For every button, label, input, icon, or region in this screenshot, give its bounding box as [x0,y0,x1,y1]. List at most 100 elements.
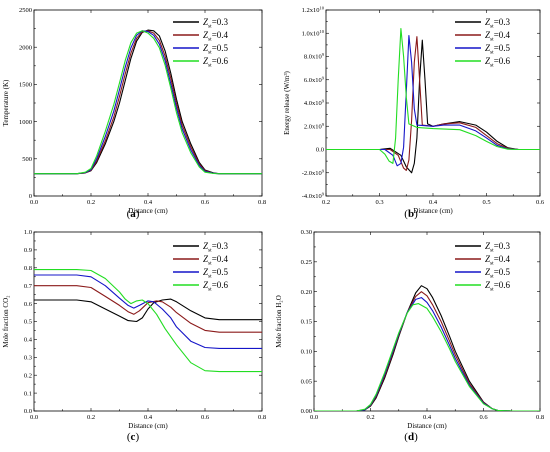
y-tick-label: 8.0x109 [304,52,325,61]
y-tick-label: -2.0x109 [302,168,325,177]
legend-label: Zst=0.4 [203,254,229,267]
y-tick-label: 0.05 [301,378,312,385]
y-tick-label: 0.0 [316,147,324,154]
x-tick-label: 0.0 [310,414,318,421]
x-tick-label: 0.6 [201,199,210,206]
legend-label: Zst=0.4 [485,30,511,43]
series-line-3 [326,28,540,164]
x-tick-label: 0.4 [423,414,432,421]
y-tick-label: 1.0x1010 [302,29,325,38]
y-tick-label: 0.25 [301,259,312,266]
x-tick-label: 0.8 [536,414,544,421]
y-tick-label: 4.0x109 [304,99,325,108]
x-tick-label: 0.2 [366,414,374,421]
y-tick-label: 0.10 [301,349,312,356]
y-tick-label: 0.30 [301,229,312,236]
x-tick-label: 0.6 [201,414,210,421]
series-line-2 [34,30,262,175]
x-tick-label: 0.5 [482,199,490,206]
panel-label: (d) [404,431,418,443]
legend-label: Zst=0.5 [485,267,511,280]
y-tick-label: 1.0 [24,229,32,236]
x-axis-title: Distance (cm) [128,207,168,215]
legend-label: Zst=0.6 [485,56,511,69]
series-line-1 [34,30,262,175]
legend-label: Zst=0.4 [485,254,511,267]
y-tick-label: 0.9 [24,247,32,254]
series-line-2 [326,35,540,167]
y-tick-label: 0.4 [24,337,33,344]
series-line-0 [326,39,540,174]
legend-label: Zst=0.3 [203,241,229,254]
series-line-1 [314,291,540,411]
series-line-2 [314,297,540,411]
y-tick-label: 0.2 [24,372,32,379]
x-tick-label: 0.3 [375,199,383,206]
y-tick-label: 0.00 [301,408,312,415]
y-tick-label: 6.0x109 [304,75,325,84]
chart-panel-2: 0.0 0.2 0.4 0.6 0.8 0.0 0.1 0.2 0.3 0.4 0.5 0.6 0.7 0… [2,229,266,443]
x-tick-label: 0.4 [144,199,153,206]
x-tick-label: 0.2 [322,199,330,206]
panel-label: (a) [127,208,140,220]
y-tick-label: 2000 [19,44,32,51]
y-tick-label: 0.3 [24,355,32,362]
chart-panel-1: 0.2 0.3 0.4 0.5 0.6 -4.0x109 -2.0x109 0.0 2.0x10… [283,6,545,220]
legend-label: Zst=0.4 [203,30,229,43]
series-line-0 [314,285,540,411]
chart-panel-3: 0.0 0.2 0.4 0.6 0.8 0.00 0.05 0.10 0.15 0.20 0.25 0… [275,229,544,443]
y-tick-label: 0.20 [301,289,312,296]
legend-label: Zst=0.3 [203,17,229,30]
legend-label: Zst=0.6 [485,280,511,293]
series-line-1 [326,36,540,171]
y-axis-title: Mole fraction CO₂ [2,295,10,348]
y-tick-label: 0.0 [24,408,32,415]
series-line-3 [34,269,262,373]
x-tick-label: 0.4 [144,414,153,421]
x-tick-label: 0.2 [87,414,95,421]
y-axis-title: Mole fraction H₂O [275,295,283,348]
x-tick-label: 0.6 [536,199,545,206]
x-tick-label: 0.0 [30,414,38,421]
x-tick-label: 0.4 [429,199,438,206]
legend-label: Zst=0.6 [203,56,229,69]
y-axis-title: Energy release (W/m³) [283,70,291,134]
y-tick-label: 1000 [19,119,32,126]
y-tick-label: 2500 [19,7,32,14]
x-axis-title: Distance (cm) [413,207,453,215]
legend-label: Zst=0.3 [485,17,511,30]
x-tick-label: 0.0 [30,199,38,206]
y-tick-label: 0.15 [301,319,312,326]
chart-panel-0: 0.0 0.2 0.4 0.6 0.8 0 500 1000 1500 2000 2500 Dista… [2,7,266,220]
y-tick-label: 0.5 [24,319,32,326]
y-tick-label: 1500 [19,82,32,89]
x-tick-label: 0.2 [87,199,95,206]
y-tick-label: 0.7 [24,283,33,290]
panel-label: (b) [404,208,418,220]
legend-label: Zst=0.3 [485,241,511,254]
x-tick-label: 0.8 [258,414,266,421]
panel-label: (c) [127,431,140,443]
legend-label: Zst=0.5 [485,43,511,56]
y-tick-label: 500 [22,156,32,163]
x-axis-title: Distance (cm) [128,422,168,430]
y-tick-label: -4.0x109 [302,192,325,201]
y-tick-label: 0.8 [24,265,32,272]
y-axis-title: Temperature (K) [2,79,10,126]
y-tick-label: 0.1 [24,390,32,397]
series-line-2 [34,274,262,349]
series-line-3 [314,303,540,411]
x-tick-label: 0.6 [479,414,488,421]
legend-label: Zst=0.5 [203,43,229,56]
y-tick-label: 0.6 [24,301,33,308]
x-tick-label: 0.8 [258,199,266,206]
y-tick-label: 2.0x109 [304,122,325,131]
legend-label: Zst=0.6 [203,280,229,293]
y-tick-label: 0 [29,193,32,200]
series-line-3 [34,30,262,175]
series-line-0 [34,298,262,323]
x-axis-title: Distance (cm) [407,422,447,430]
y-tick-label: 1.2x1010 [302,6,325,15]
legend-label: Zst=0.5 [203,267,229,280]
